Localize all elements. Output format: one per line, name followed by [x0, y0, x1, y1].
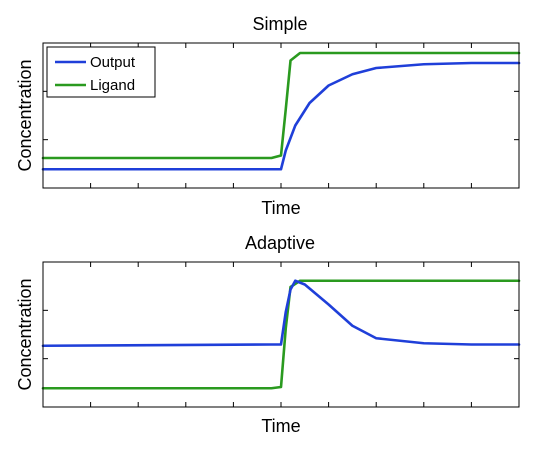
series-line-output	[41, 61, 521, 171]
legend-box	[46, 46, 156, 98]
panel-adaptive: Adaptive Time Concentration	[15, 233, 521, 436]
x-ticks	[90, 262, 472, 407]
series-group	[41, 51, 521, 171]
x-axis-label: Time	[261, 416, 300, 436]
legend: Output Ligand	[46, 46, 156, 98]
series-line-ligand	[41, 279, 521, 390]
y-axis-label: Concentration	[15, 59, 35, 171]
x-ticks	[90, 43, 472, 188]
x-axis-label: Time	[261, 198, 300, 218]
y-ticks	[43, 90, 519, 141]
series-line-output	[41, 279, 521, 348]
y-axis-label: Concentration	[15, 278, 35, 390]
series-line-ligand	[41, 51, 521, 160]
axes-box	[42, 261, 520, 408]
chart-title: Adaptive	[245, 233, 315, 253]
chart-title: Simple	[252, 14, 307, 34]
y-ticks	[43, 309, 519, 360]
legend-label-ligand: Ligand	[90, 77, 135, 94]
axes-box	[42, 42, 520, 189]
series-group	[41, 279, 521, 390]
panel-simple: Simple Output Ligand Time Concentration	[15, 14, 521, 218]
legend-label-output: Output	[90, 54, 136, 71]
